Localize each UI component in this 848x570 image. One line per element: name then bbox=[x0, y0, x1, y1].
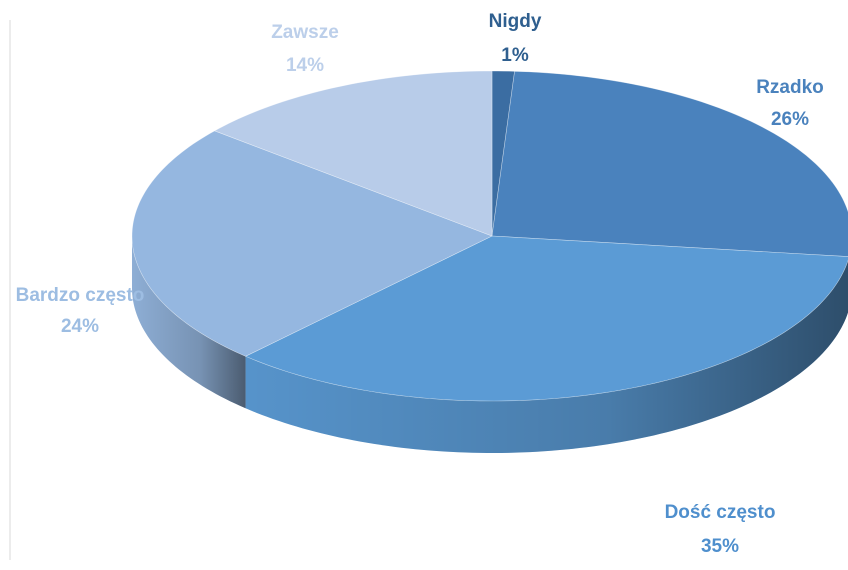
category-label: Zawsze bbox=[271, 22, 339, 43]
slice bbox=[213, 70, 493, 237]
value-label: 14% bbox=[286, 55, 324, 76]
value-label: 1% bbox=[501, 45, 529, 66]
slice-side-shade bbox=[245, 260, 848, 453]
value-label: 26% bbox=[771, 109, 809, 130]
slice bbox=[131, 130, 493, 357]
value-label: 35% bbox=[701, 536, 739, 557]
category-label: Rzadko bbox=[756, 77, 824, 98]
pie-sides bbox=[132, 236, 848, 453]
category-label: Bardzo często bbox=[16, 285, 145, 306]
labels: Nigdy 1% Rzadko 26% Dość często 35% Bardzo czę… bbox=[16, 11, 824, 557]
slice-side-shade bbox=[132, 236, 246, 409]
slice bbox=[244, 235, 848, 402]
category-label: Dość często bbox=[665, 502, 776, 523]
category-label: Nigdy bbox=[489, 11, 542, 32]
value-label: 24% bbox=[61, 316, 99, 337]
pie-tops bbox=[131, 70, 848, 402]
slice bbox=[491, 71, 848, 257]
